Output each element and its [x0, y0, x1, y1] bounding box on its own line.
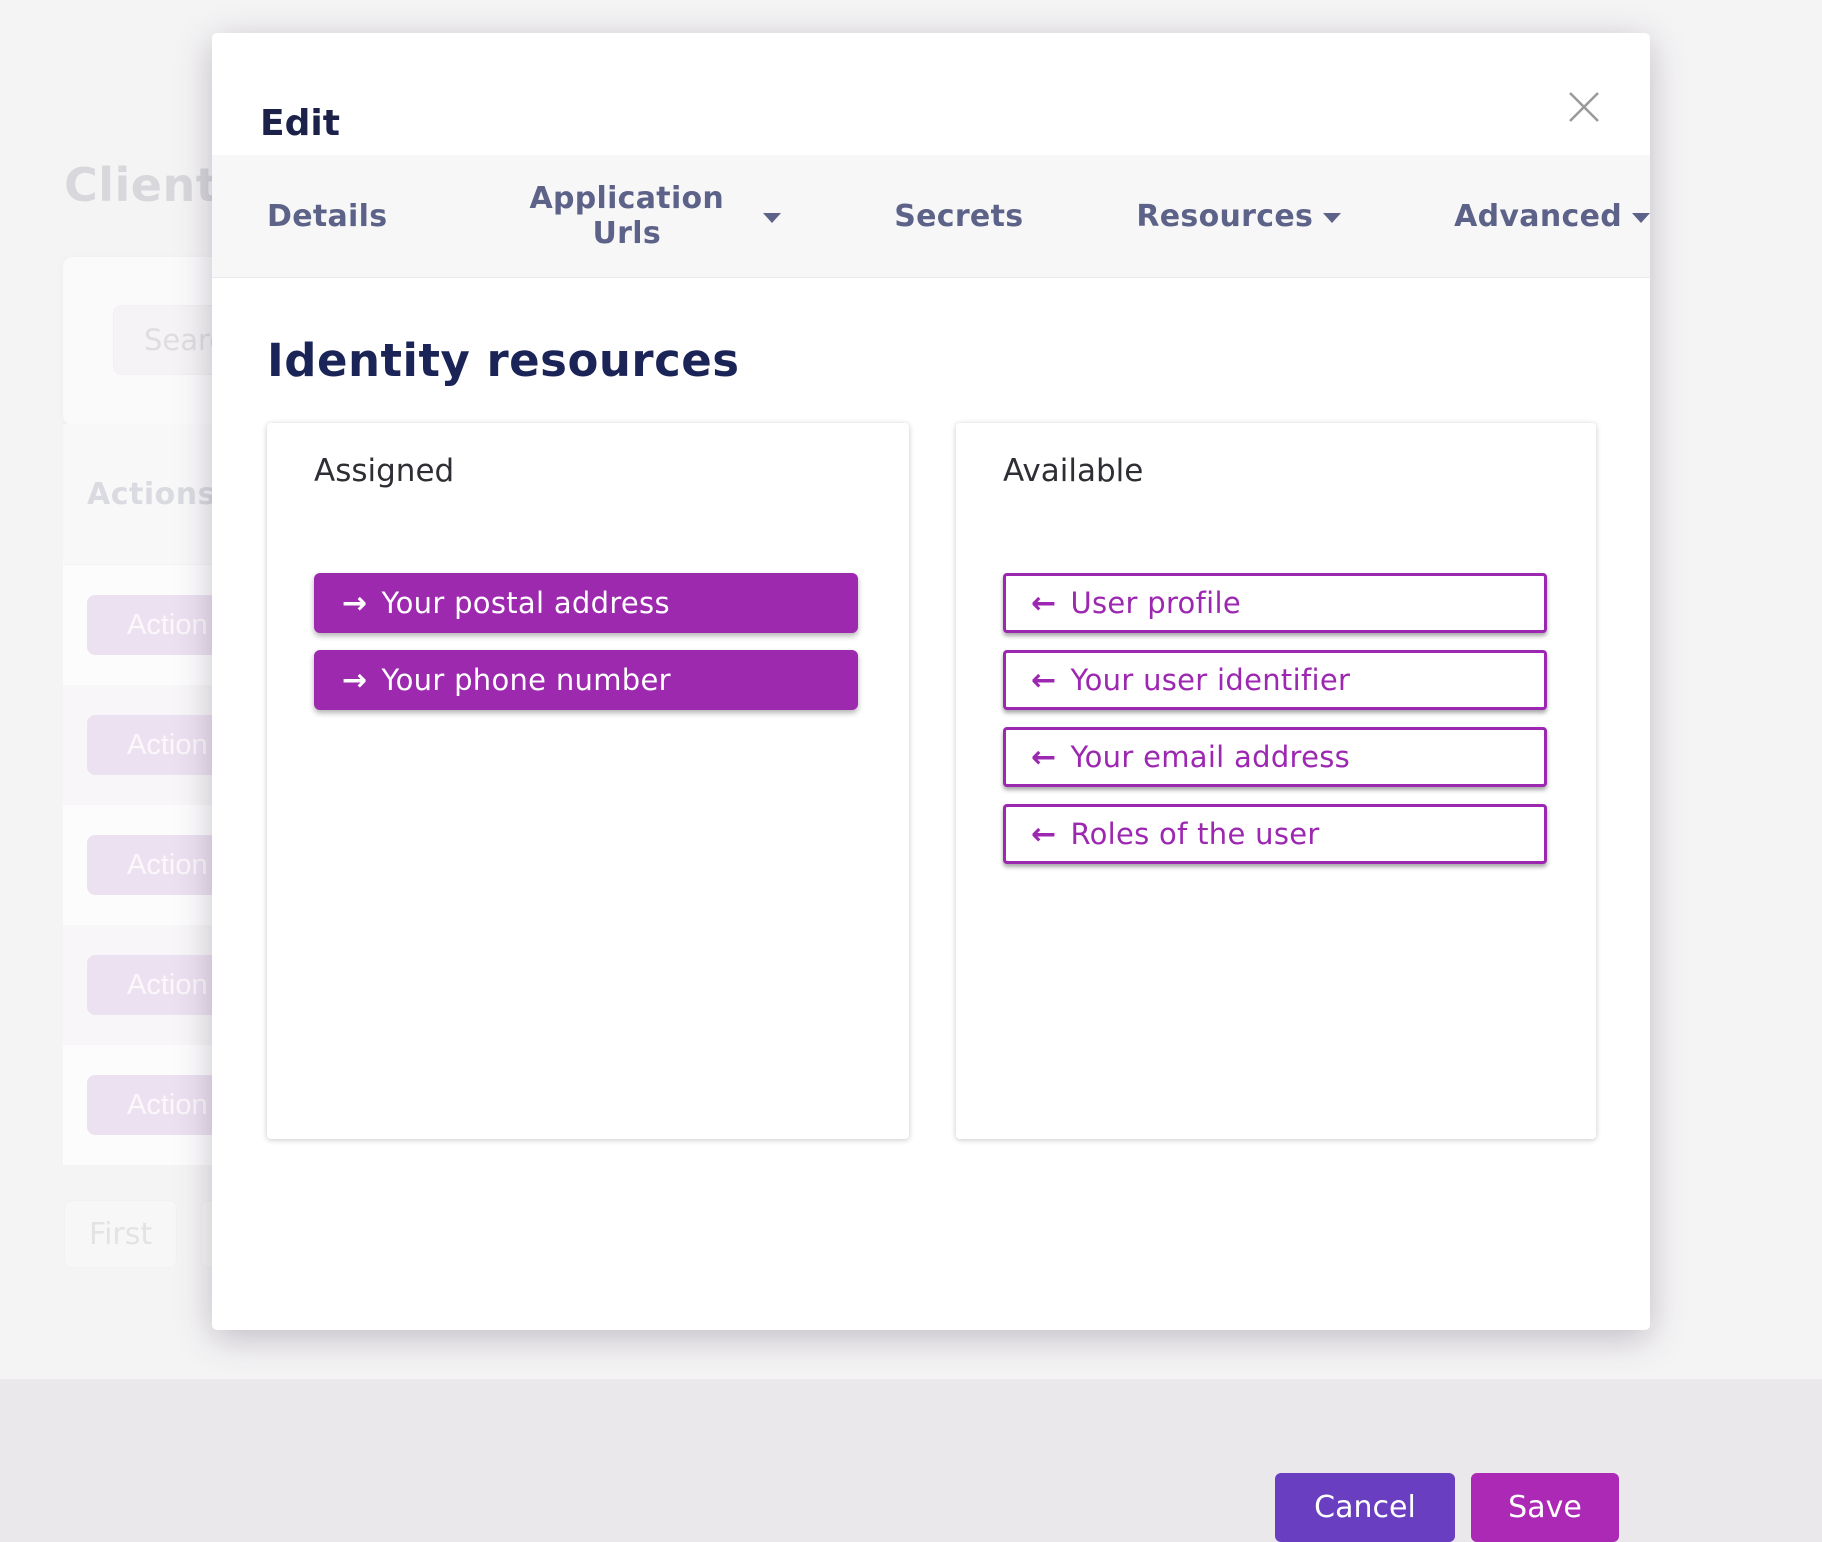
edit-client-modal: Edit Details Application Urls Secrets Re… [212, 33, 1650, 1542]
modal-title: Edit [260, 103, 340, 144]
tab-label: Advanced [1454, 198, 1622, 234]
chevron-down-icon [1632, 213, 1650, 223]
close-icon[interactable] [1558, 81, 1610, 133]
actions-column-header: Actions [87, 476, 216, 512]
modal-body: Identity resources Assigned → Your posta… [212, 278, 1650, 1542]
arrow-left-icon: ← [1031, 585, 1057, 621]
available-panel-title: Available [1003, 453, 1144, 489]
available-panel: Available ← User profile ← Your user ide… [956, 423, 1596, 1139]
modal-header: Edit [212, 33, 1650, 155]
resource-label: Your postal address [381, 586, 670, 620]
assigned-items: → Your postal address → Your phone numbe… [314, 573, 858, 727]
tab-label: Resources [1136, 198, 1314, 234]
available-resource-button[interactable]: ← Your user identifier [1003, 650, 1547, 710]
arrow-right-icon: → [342, 585, 368, 621]
assigned-panel-title: Assigned [314, 453, 455, 489]
tab-secrets[interactable]: Secrets [894, 199, 1023, 234]
resource-label: Your user identifier [1070, 663, 1351, 697]
section-title: Identity resources [267, 334, 740, 387]
arrow-left-icon: ← [1031, 816, 1057, 852]
modal-footer: Cancel Save [212, 1473, 1650, 1542]
tab-label: Application Urls [529, 181, 725, 251]
chevron-down-icon [763, 213, 782, 223]
chevron-down-icon [1323, 213, 1342, 223]
tab-application-urls[interactable]: Application Urls [500, 181, 782, 251]
available-items: ← User profile ← Your user identifier ← … [1003, 573, 1547, 881]
modal-tabbar: Details Application Urls Secrets Resourc… [212, 155, 1650, 278]
available-resource-button[interactable]: ← Your email address [1003, 727, 1547, 787]
tab-resources[interactable]: Resources [1136, 198, 1342, 234]
arrow-left-icon: ← [1031, 739, 1057, 775]
save-button[interactable]: Save [1471, 1473, 1619, 1542]
resource-label: Your email address [1070, 740, 1351, 774]
available-resource-button[interactable]: ← Roles of the user [1003, 804, 1547, 864]
available-resource-button[interactable]: ← User profile [1003, 573, 1547, 633]
resource-label: Roles of the user [1070, 817, 1320, 851]
tab-label: Secrets [894, 198, 1024, 234]
resource-label: Your phone number [381, 663, 671, 697]
tab-details[interactable]: Details [267, 199, 387, 234]
arrow-left-icon: ← [1031, 662, 1057, 698]
assigned-panel: Assigned → Your postal address → Your ph… [267, 423, 909, 1139]
resource-label: User profile [1070, 586, 1241, 620]
assigned-resource-button[interactable]: → Your postal address [314, 573, 858, 633]
cancel-button[interactable]: Cancel [1275, 1473, 1455, 1542]
assigned-resource-button[interactable]: → Your phone number [314, 650, 858, 710]
tab-label: Details [267, 198, 388, 234]
pagination-first-button[interactable]: First [64, 1200, 178, 1268]
arrow-right-icon: → [342, 662, 368, 698]
tab-advanced[interactable]: Advanced [1454, 199, 1650, 234]
